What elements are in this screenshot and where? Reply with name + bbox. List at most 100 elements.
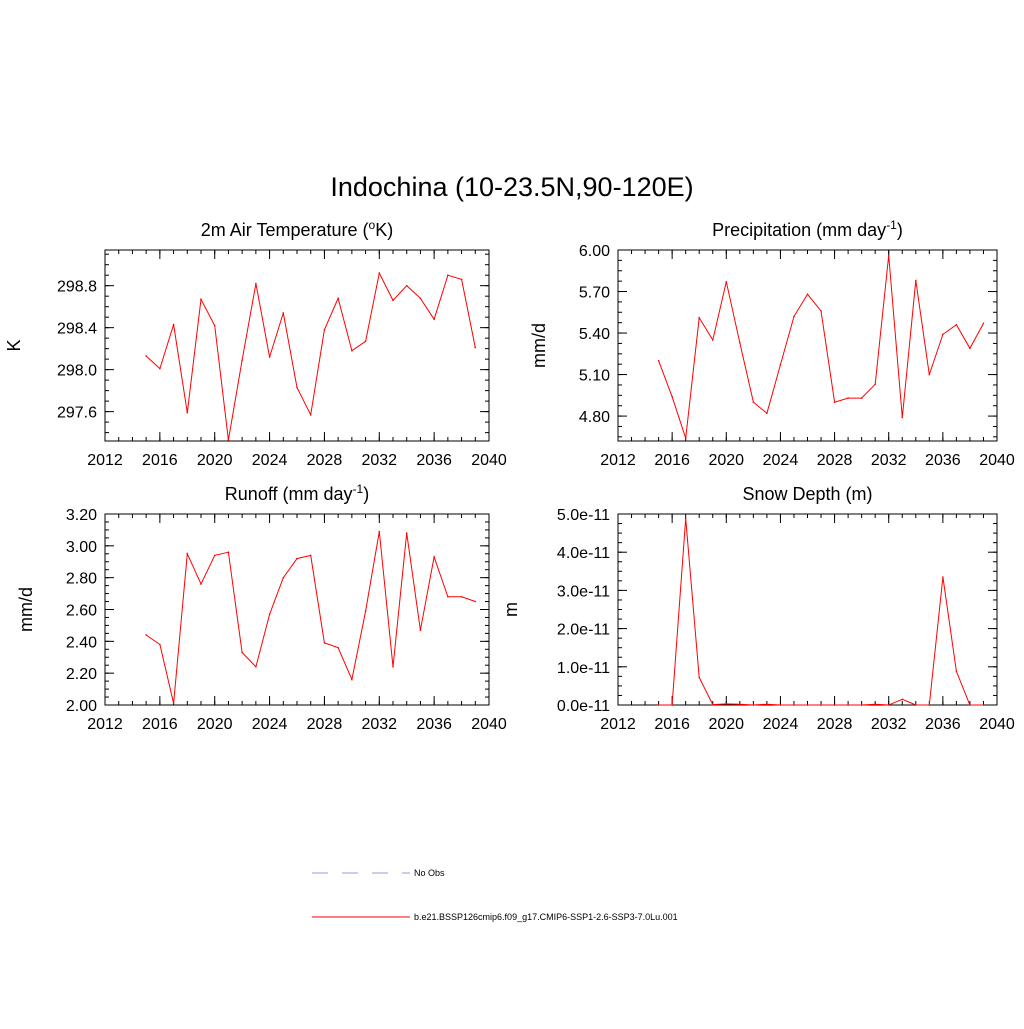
y-tick-label: 2.60 [66,603,97,620]
data-point [296,557,298,560]
data-point [351,349,353,352]
y-tick-label: 2.0e-11 [557,622,610,639]
data-point [779,364,782,366]
data-point [779,704,782,706]
data-point [955,323,958,326]
data-point [255,666,257,668]
data-point [860,397,863,399]
data-point [172,323,175,326]
data-point [806,704,809,706]
plot-frame [104,513,490,706]
data-point [241,359,243,361]
x-tick-label: 2012 [600,452,636,469]
y-tick-label: 298.8 [57,279,97,296]
data-point [282,312,285,314]
panel-title-tail: ) [363,484,369,504]
panel-3: Runoff (mm day-1) 2012 2016 2020 2024 2028 203… [16,482,507,733]
y-tick-label: 0.0e-11 [557,698,610,715]
data-point [684,517,687,520]
x-tick-label: 2032 [871,452,907,469]
data-point [159,643,161,646]
y-tick-label: 4.80 [579,409,610,426]
y-tick-label: 2.00 [66,698,97,715]
data-point [392,666,394,668]
legend: No Obs b.e21.BSSP126cmip6.f09_g17.CMIP6-S… [312,868,678,922]
data-point [928,704,931,706]
data-point [433,556,435,558]
data-point [282,576,285,579]
data-point [200,298,202,301]
y-tick-label: 5.40 [579,326,610,343]
x-tick-label: 2012 [87,716,123,733]
x-tick-label: 2012 [87,452,123,469]
data-point [309,413,312,416]
data-point [213,324,216,327]
figure-title: Indochina (10-23.5N,90-120E) [330,172,693,202]
data-point [671,704,673,706]
data-point [711,339,714,341]
panel-title-superscript: o [369,218,376,232]
y-tick-label: 5.10 [579,368,610,385]
x-tick-label: 2024 [763,452,799,469]
x-tick-label: 2032 [361,716,397,733]
data-point [378,530,381,533]
series-line [658,518,984,706]
data-point [241,651,243,654]
data-point [752,401,755,404]
panel-title-tail: K) [375,220,393,240]
data-point [955,670,958,673]
x-tick-label: 2036 [925,452,961,469]
x-tick-label: 2040 [471,716,507,733]
y-axis-label: K [4,339,24,351]
data-point [739,703,741,706]
data-point [474,346,477,349]
data-point [296,386,298,389]
data-point [860,704,863,706]
panel-title: 2m Air Temperature (oK) [201,218,393,240]
panel-title: Runoff (mm day-1) [225,482,369,504]
data-point [671,395,673,398]
y-tick-label: 2.20 [66,666,97,683]
data-point [460,278,463,281]
data-point [419,297,422,300]
data-point [969,704,971,706]
data-point [447,595,449,598]
data-point [766,703,768,706]
x-tick-label: 2020 [708,716,744,733]
panel-title: Precipitation (mm day-1) [712,218,903,240]
data-point [200,583,202,585]
data-point [928,373,931,376]
data-point [725,703,728,705]
data-point [901,416,904,419]
series-line [658,255,984,439]
x-tick-label: 2032 [361,452,397,469]
x-tick-label: 2040 [471,452,507,469]
data-point [145,634,147,636]
data-point [460,595,463,598]
data-point [969,347,971,350]
x-tick-label: 2028 [817,452,853,469]
data-point [447,274,449,276]
panel-1: 2m Air Temperature (oK) 2012 2016 2020 2024 2… [4,218,507,469]
x-tick-label: 2028 [307,452,343,469]
y-tick-label: 6.00 [579,243,610,260]
data-point [847,397,849,399]
data-point [711,703,714,706]
data-point [887,704,890,706]
data-point [364,340,367,343]
y-tick-label: 3.00 [66,539,97,556]
data-point [739,341,741,344]
panels-group: 2m Air Temperature (oK)2012 2016 2020 2024 2… [4,218,1015,733]
data-point [793,704,795,706]
y-tick-label: 5.70 [579,285,610,302]
data-point [820,310,822,312]
y-axis-label: m [501,602,521,617]
data-point [378,272,381,274]
data-point [874,703,876,706]
data-point [833,401,836,404]
data-point [433,318,435,321]
data-point [268,613,271,616]
data-point [982,322,985,325]
y-tick-label: 298.0 [57,363,97,380]
data-point [698,676,701,679]
